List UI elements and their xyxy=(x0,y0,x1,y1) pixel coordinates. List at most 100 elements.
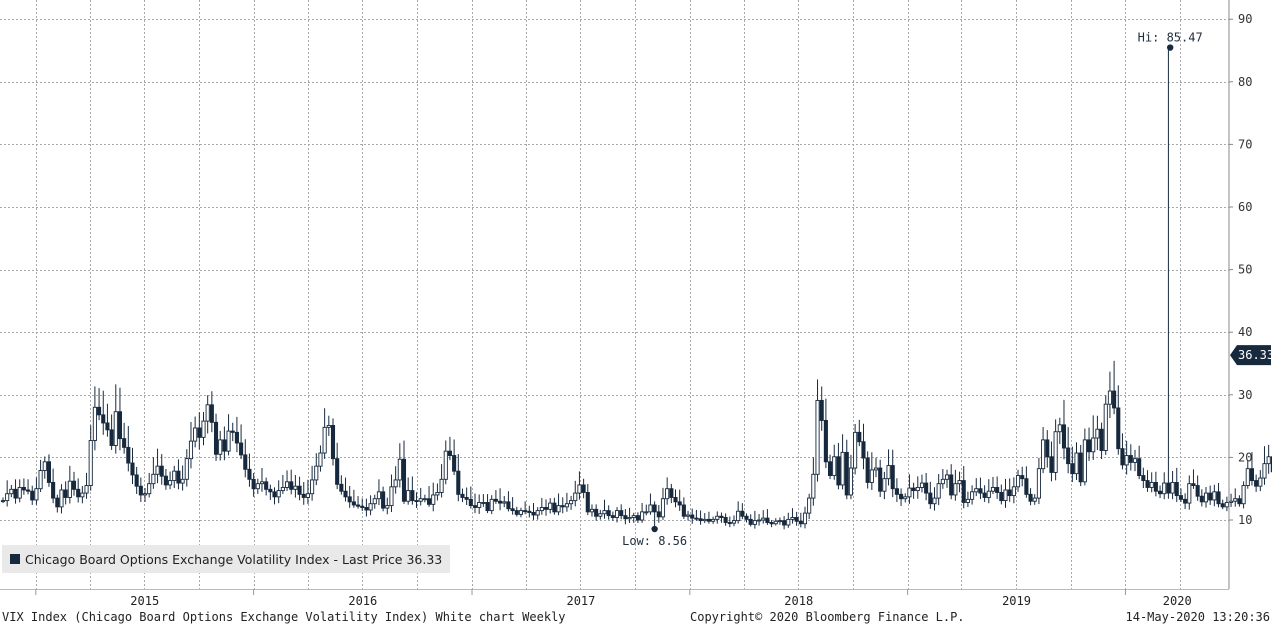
candle xyxy=(1049,441,1054,482)
candle xyxy=(126,425,131,472)
candle xyxy=(301,482,306,505)
candle-body xyxy=(736,510,741,522)
candle xyxy=(422,494,427,503)
y-tick-label: 50 xyxy=(1238,263,1252,277)
legend-swatch xyxy=(10,554,20,564)
candle-body xyxy=(527,510,532,513)
candle xyxy=(1178,488,1183,503)
last-price-value: 36.33 xyxy=(1238,348,1272,362)
candle-body xyxy=(506,501,511,510)
candle-body xyxy=(765,517,770,523)
candle xyxy=(9,484,14,498)
candle xyxy=(172,465,177,489)
candle-body xyxy=(117,411,123,440)
candle-body xyxy=(188,440,194,460)
candle xyxy=(782,516,787,530)
candle-body xyxy=(1191,483,1196,487)
candle xyxy=(393,466,398,494)
candle xyxy=(635,512,640,523)
candle-body xyxy=(894,488,899,495)
candle xyxy=(1212,484,1217,507)
candle xyxy=(543,499,549,516)
candle xyxy=(101,390,106,435)
candle-body xyxy=(940,478,945,485)
candle-body xyxy=(673,497,678,503)
candle-body xyxy=(1162,482,1167,495)
candle-body xyxy=(176,470,181,484)
candle xyxy=(531,503,536,520)
candle-body xyxy=(924,482,929,494)
candle xyxy=(92,386,97,451)
candle-body xyxy=(168,480,173,486)
candle xyxy=(464,487,469,506)
candle xyxy=(71,471,77,496)
candle xyxy=(80,486,85,504)
candle xyxy=(715,511,720,524)
high-label: Hi: 85.47 xyxy=(1138,31,1203,45)
candle xyxy=(1254,474,1259,492)
candle xyxy=(1153,471,1158,497)
candle-body xyxy=(1170,481,1175,494)
candle-body xyxy=(848,467,853,496)
candle-body xyxy=(418,498,423,502)
candle-body xyxy=(1262,463,1267,479)
candle-body xyxy=(1245,468,1250,487)
last-price-tag: 36.33 xyxy=(1230,345,1272,366)
candle-body xyxy=(1216,491,1221,505)
candle xyxy=(1187,475,1192,510)
candle-body xyxy=(606,510,611,517)
candle-body xyxy=(681,504,686,517)
candle-body xyxy=(886,465,891,480)
candle xyxy=(1124,440,1129,475)
candle xyxy=(243,439,248,478)
candle-body xyxy=(268,488,273,493)
candle xyxy=(318,445,323,472)
candle xyxy=(836,442,841,490)
candle-body xyxy=(301,493,306,498)
candle-body xyxy=(1258,477,1263,487)
candle-body xyxy=(644,511,649,514)
candle-body xyxy=(239,442,244,456)
candle xyxy=(1057,417,1062,444)
candle-body xyxy=(711,518,716,522)
x-axis: 2015 2016 2017 2018 2019 2020 xyxy=(0,589,1229,608)
candle xyxy=(1036,457,1041,505)
candle xyxy=(368,495,373,516)
candle xyxy=(297,476,302,501)
candle xyxy=(272,487,277,505)
candle-body xyxy=(80,492,85,498)
candle-body xyxy=(293,485,298,490)
candle xyxy=(711,516,716,524)
candle xyxy=(1170,470,1175,500)
candle-body xyxy=(97,406,102,416)
candle xyxy=(1158,485,1163,499)
candle xyxy=(539,497,544,515)
candle xyxy=(335,442,340,490)
candle xyxy=(828,454,833,480)
candle-body xyxy=(468,498,473,507)
candle-body xyxy=(564,503,569,508)
candle xyxy=(744,513,749,523)
candle-body xyxy=(1099,428,1104,451)
candle xyxy=(13,479,18,504)
candle-body xyxy=(460,493,465,498)
y-tick-label: 60 xyxy=(1238,200,1252,214)
candle-body xyxy=(385,505,390,509)
candle-body xyxy=(514,510,519,515)
candle xyxy=(777,517,782,525)
legend: Chicago Board Options Exchange Volatilit… xyxy=(2,545,451,573)
candle-body xyxy=(1120,448,1125,466)
candle-body xyxy=(209,404,214,423)
candle-body xyxy=(614,510,620,518)
footer-timestamp: 14-May-2020 13:20:36 xyxy=(1125,610,1271,624)
candle-body xyxy=(122,438,127,448)
candle xyxy=(623,509,628,525)
candle-body xyxy=(347,496,352,503)
candle-body xyxy=(142,493,148,496)
candle xyxy=(957,471,962,493)
candle-body xyxy=(623,515,628,520)
candle-body xyxy=(1141,475,1146,482)
candle xyxy=(1229,493,1234,507)
candle xyxy=(1082,428,1087,486)
candle xyxy=(811,457,816,506)
